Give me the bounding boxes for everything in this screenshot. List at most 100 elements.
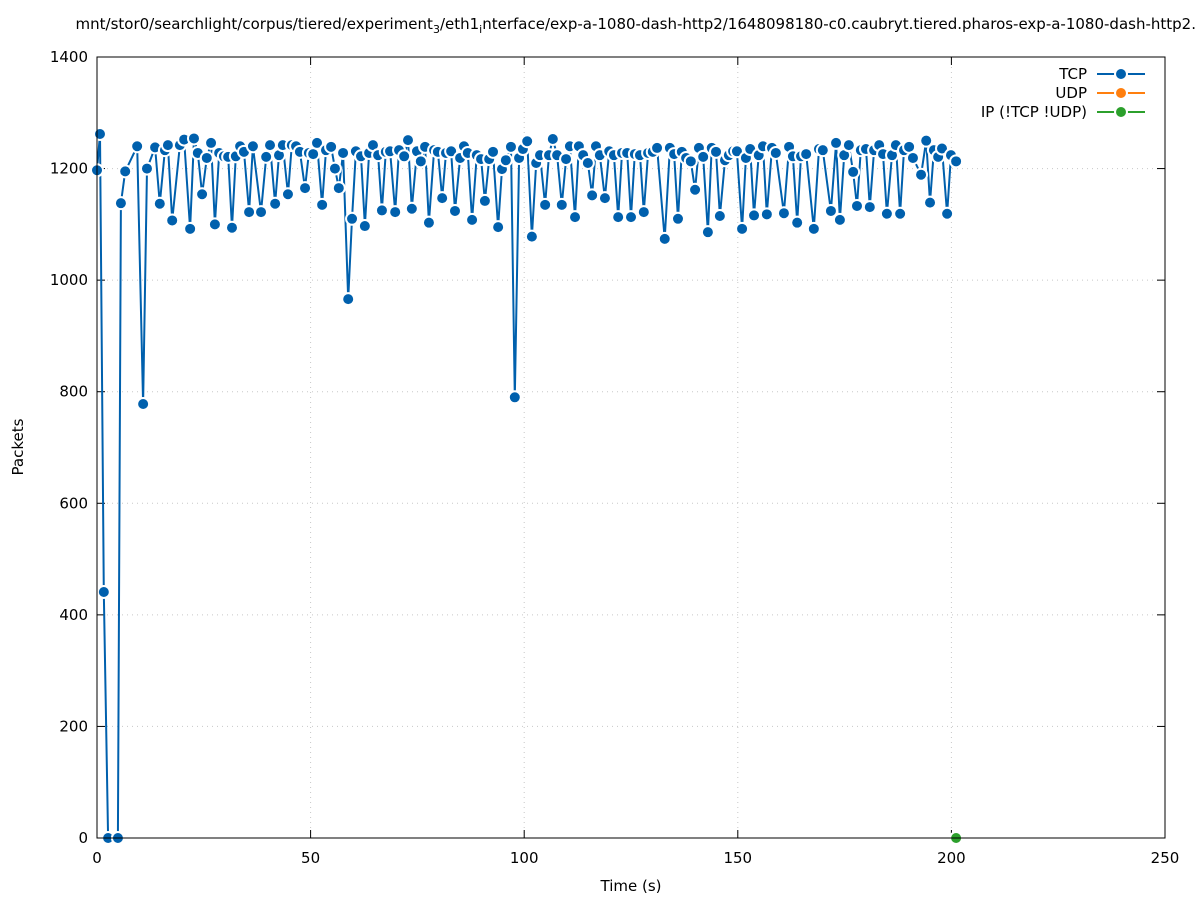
- title-subscript: 3: [433, 23, 440, 36]
- x-tick-label: 150: [723, 849, 752, 867]
- data-point: [280, 187, 295, 202]
- data-point: [404, 201, 419, 216]
- title-subscript: i: [479, 23, 482, 36]
- data-point: [160, 138, 175, 153]
- data-point: [636, 205, 651, 220]
- data-point: [477, 193, 492, 208]
- data-point: [465, 212, 480, 227]
- data-point: [790, 215, 805, 230]
- data-point: [204, 135, 219, 150]
- data-point: [324, 139, 339, 154]
- data-point: [113, 196, 128, 211]
- y-tick-label: 800: [59, 383, 88, 401]
- data-point: [199, 150, 214, 165]
- title-part: nterface/exp-a-1080-dash-http2/164809818…: [482, 15, 1196, 33]
- data-point: [165, 213, 180, 228]
- data-point: [776, 206, 791, 221]
- data-point: [799, 147, 814, 162]
- y-tick-label: 200: [59, 717, 88, 735]
- data-point: [949, 154, 964, 169]
- data-point: [486, 144, 501, 159]
- data-point: [940, 206, 955, 221]
- x-tick-label: 0: [92, 849, 102, 867]
- data-point: [331, 181, 346, 196]
- data-point: [413, 154, 428, 169]
- data-point: [263, 138, 278, 153]
- data-point: [259, 149, 274, 164]
- data-point: [683, 154, 698, 169]
- legend-label: IP (!TCP !UDP): [981, 103, 1087, 121]
- y-tick-label: 600: [59, 494, 88, 512]
- x-tick-label: 50: [301, 849, 320, 867]
- data-point: [183, 221, 198, 236]
- data-point: [568, 210, 583, 225]
- data-point: [341, 292, 356, 307]
- data-point: [538, 197, 553, 212]
- data-point: [580, 155, 595, 170]
- data-point: [735, 221, 750, 236]
- data-point: [709, 144, 724, 159]
- data-point: [336, 145, 351, 160]
- data-point: [388, 205, 403, 220]
- data-point: [268, 196, 283, 211]
- data-point: [545, 132, 560, 147]
- data-point: [829, 135, 844, 150]
- y-tick-label: 1200: [50, 160, 88, 178]
- data-point: [397, 149, 412, 164]
- data-point: [139, 161, 154, 176]
- data-point: [520, 134, 535, 149]
- data-point: [712, 208, 727, 223]
- data-point: [435, 191, 450, 206]
- data-point: [524, 229, 539, 244]
- y-tick-label: 1400: [50, 48, 88, 66]
- data-point: [254, 205, 269, 220]
- data-point: [650, 140, 665, 155]
- data-point: [136, 396, 151, 411]
- data-point: [421, 215, 436, 230]
- data-point: [401, 133, 416, 148]
- data-point: [310, 135, 325, 150]
- data-point: [832, 212, 847, 227]
- data-point: [670, 211, 685, 226]
- data-point: [345, 211, 360, 226]
- data-point: [862, 200, 877, 215]
- data-point: [597, 191, 612, 206]
- data-point: [315, 197, 330, 212]
- data-point: [92, 126, 107, 141]
- data-point: [298, 181, 313, 196]
- chart-title: mnt/stor0/searchlight/corpus/tiered/expe…: [76, 15, 1196, 36]
- data-point: [700, 225, 715, 240]
- data-point: [729, 144, 744, 159]
- y-tick-label: 400: [59, 606, 88, 624]
- legend-label: TCP: [1058, 65, 1087, 83]
- data-point: [923, 195, 938, 210]
- data-point: [130, 139, 145, 154]
- data-point: [96, 584, 111, 599]
- data-point: [696, 149, 711, 164]
- data-point: [841, 138, 856, 153]
- data-point: [919, 133, 934, 148]
- x-tick-label: 250: [1151, 849, 1180, 867]
- data-point: [118, 164, 133, 179]
- data-point: [747, 208, 762, 223]
- data-point: [357, 219, 372, 234]
- data-point: [806, 221, 821, 236]
- y-tick-label: 0: [78, 829, 88, 847]
- data-point: [914, 167, 929, 182]
- data-point: [498, 153, 513, 168]
- data-point: [447, 203, 462, 218]
- data-point: [849, 198, 864, 213]
- data-point: [195, 187, 210, 202]
- x-tick-label: 200: [937, 849, 966, 867]
- data-point: [905, 150, 920, 165]
- data-point: [554, 197, 569, 212]
- y-tick-label: 1000: [50, 271, 88, 289]
- data-point: [327, 161, 342, 176]
- data-point: [207, 217, 222, 232]
- data-point: [935, 141, 950, 156]
- data-point: [893, 206, 908, 221]
- data-point: [224, 220, 239, 235]
- legend-marker: [1114, 105, 1128, 119]
